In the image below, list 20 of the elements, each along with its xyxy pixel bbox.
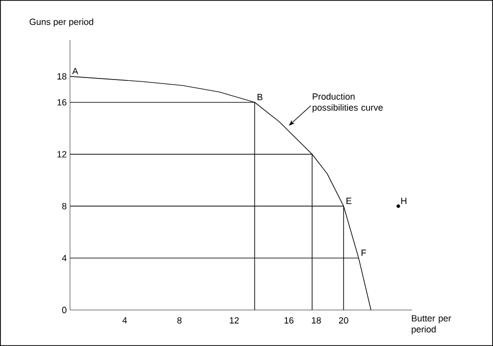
x-tick-label: 12 [230, 317, 239, 324]
x-tick-label: 20 [339, 317, 348, 324]
y-axis-title: Guns per period [30, 18, 94, 27]
annotation: H [401, 198, 406, 204]
y-tick-label: 4 [62, 254, 67, 262]
annotation: Production possibilities curve [312, 93, 383, 112]
x-axis-title: Butter per period [412, 315, 452, 334]
y-tick-label: 0 [62, 306, 66, 314]
x-tick-label: 8 [177, 317, 182, 324]
annotation: E [346, 198, 352, 204]
x-tick-label: 18 [312, 317, 321, 324]
y-tick-label: 18 [57, 73, 66, 80]
annotation: B [258, 94, 262, 100]
y-tick-label: 16 [57, 99, 66, 106]
annotation: A [72, 68, 78, 74]
y-tick-label: 8 [62, 202, 66, 210]
annotation: F [362, 250, 366, 256]
x-tick-label: 4 [122, 317, 127, 324]
y-tick-label: 12 [57, 151, 66, 158]
x-tick-label: 16 [284, 317, 294, 324]
